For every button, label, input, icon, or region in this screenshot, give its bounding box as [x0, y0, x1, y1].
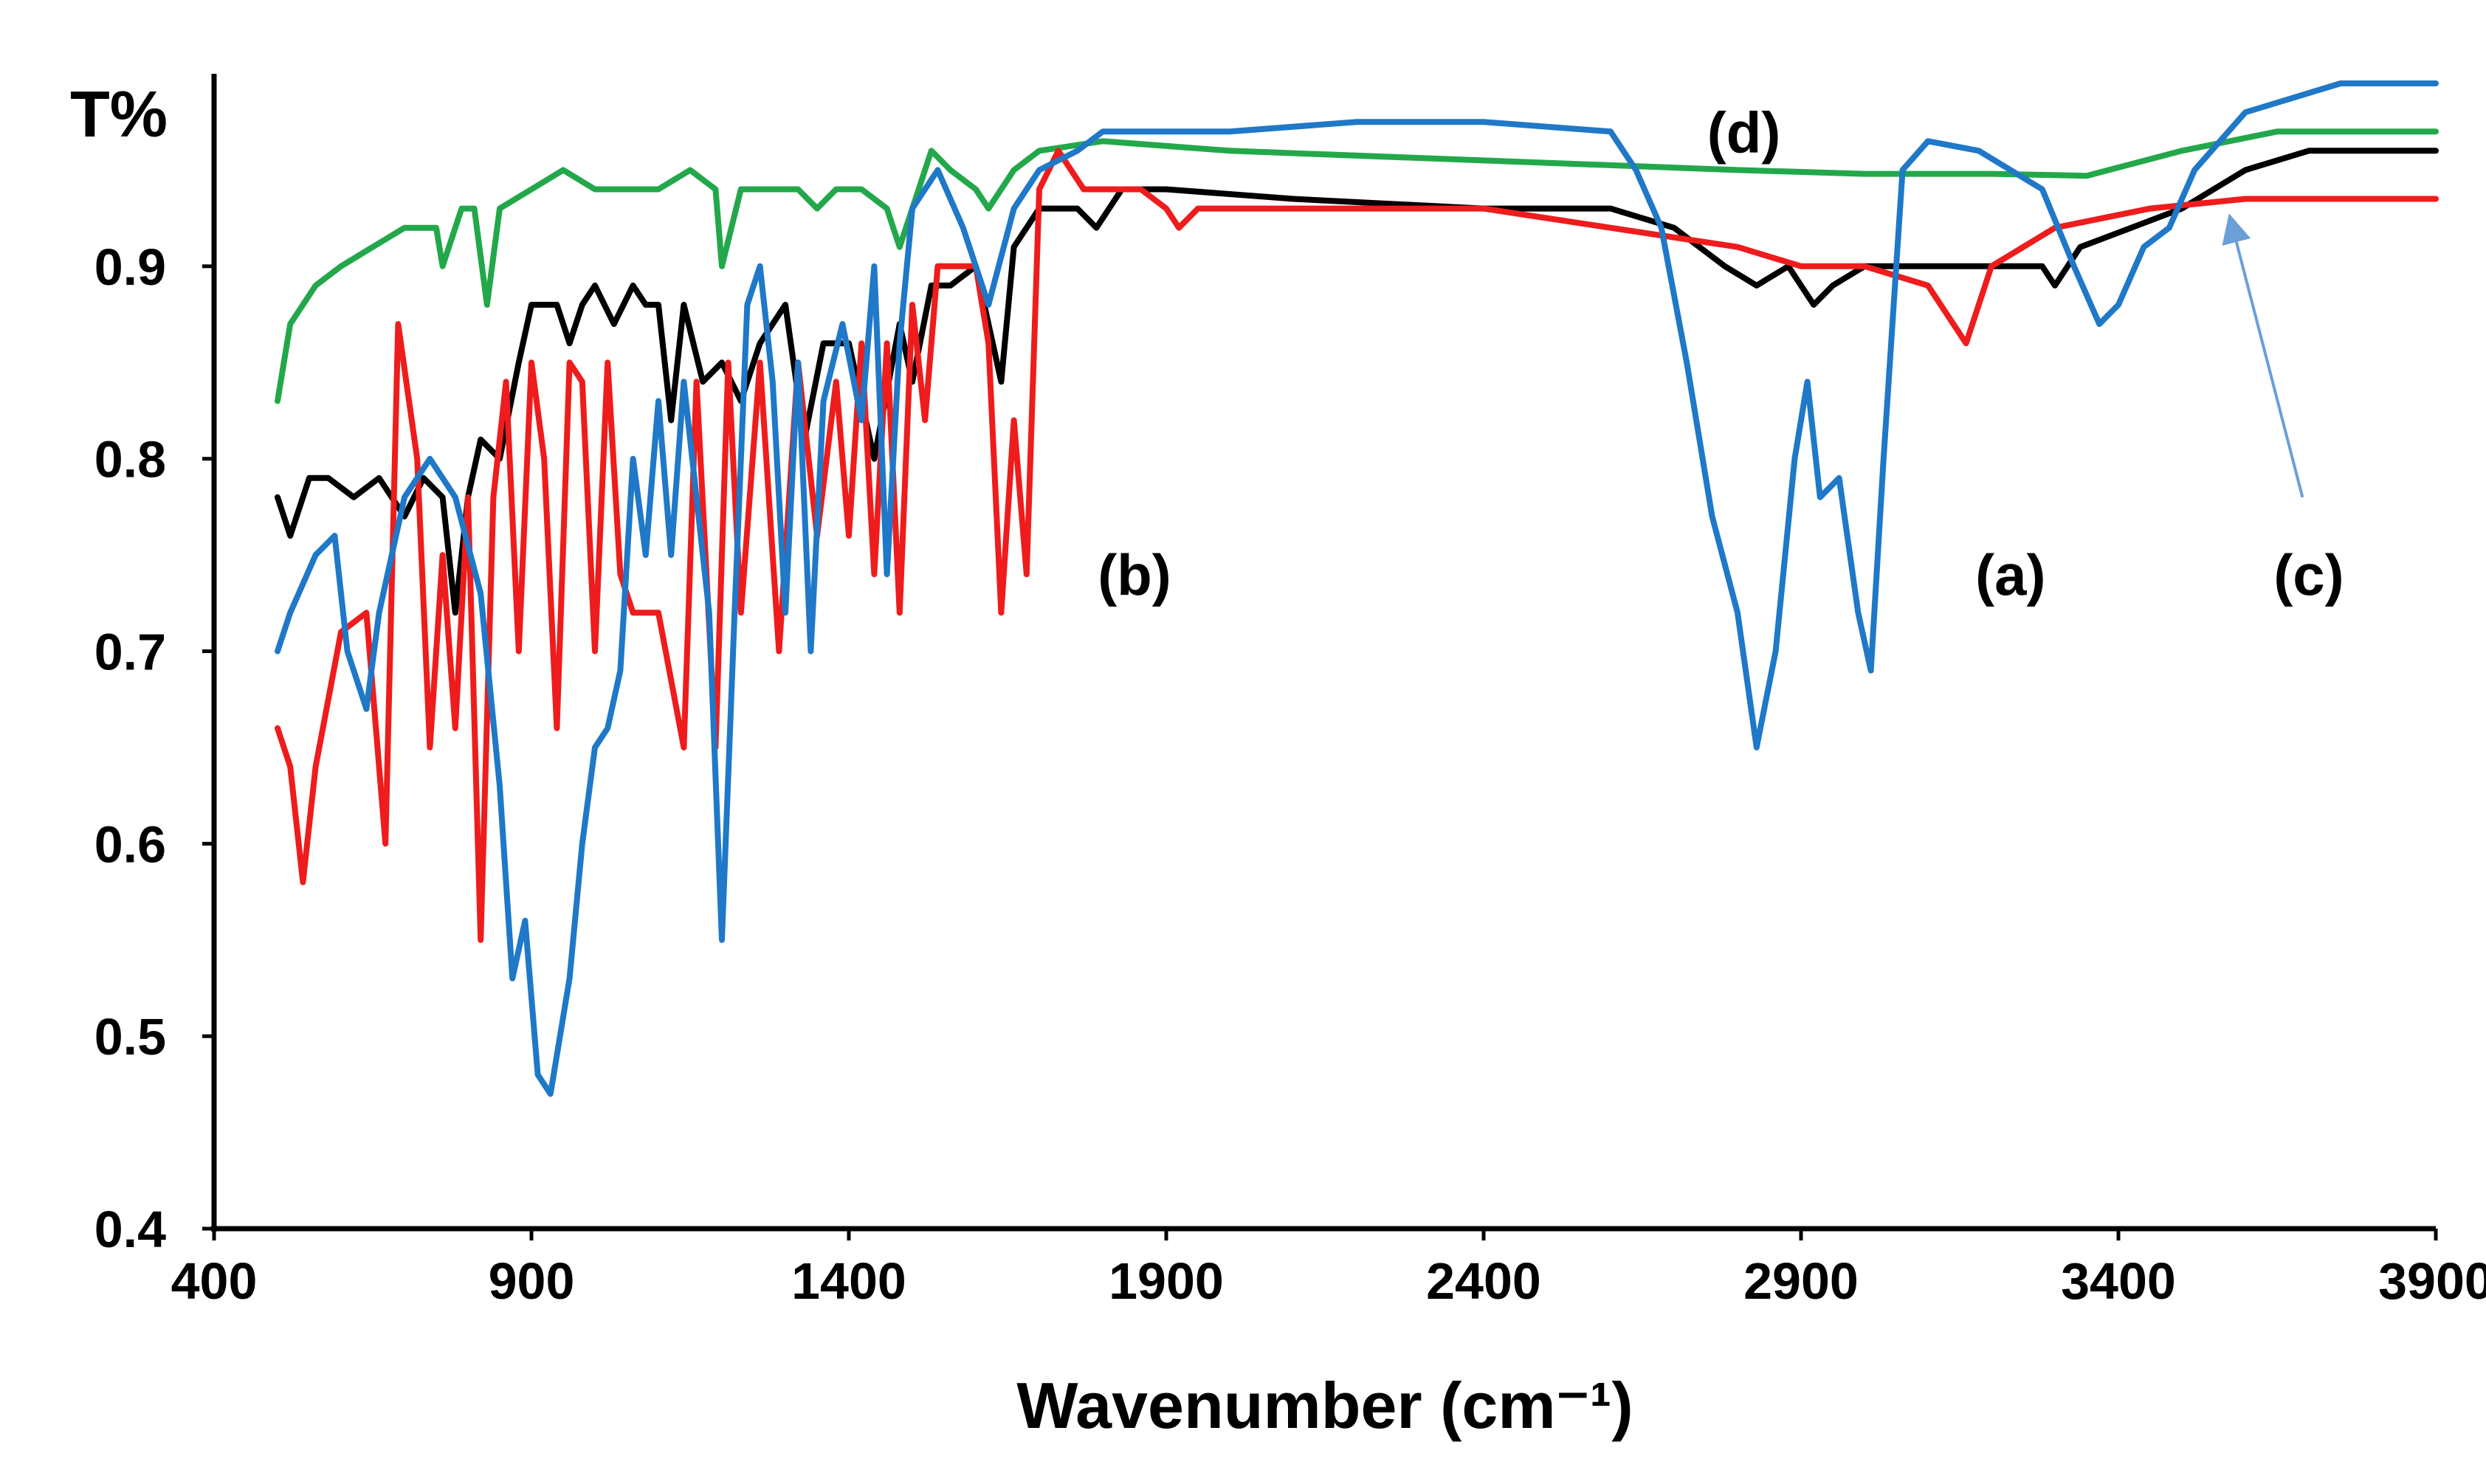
series-line-green — [275, 128, 2439, 404]
series-line-red — [275, 148, 2439, 943]
x-tick-label: 2400 — [1426, 1252, 1541, 1310]
y-tick-label: 0.8 — [94, 431, 166, 489]
annotation-layer: (d) (b) (a) (c) — [1098, 100, 2344, 607]
x-tick-label: 3400 — [2061, 1252, 2176, 1310]
y-tick-label: 0.9 — [94, 238, 166, 296]
x-ticks: 400 900 1400 1900 2400 2900 3400 3900 — [171, 1229, 2486, 1310]
annotation-d: (d) — [1707, 100, 1781, 165]
annotation-b: (b) — [1098, 542, 1171, 607]
x-tick-label: 1400 — [791, 1252, 906, 1310]
y-tick-label: 0.4 — [94, 1201, 166, 1258]
series-layer — [275, 80, 2439, 1097]
x-axis-title: Wavenumber (cm⁻¹) — [1016, 1369, 1633, 1442]
x-tick-label: 400 — [171, 1252, 258, 1310]
x-tick-label: 2900 — [1743, 1252, 1859, 1310]
y-tick-label: 0.6 — [94, 815, 166, 873]
y-tick-label: 0.7 — [94, 624, 166, 681]
series-line-blue — [275, 80, 2439, 1097]
x-tick-label: 3900 — [2378, 1252, 2486, 1310]
y-ticks: 0.4 0.5 0.6 0.7 0.8 0.9 — [94, 238, 214, 1258]
annotation-c: (c) — [2273, 542, 2344, 607]
annotation-arrow-c — [2222, 213, 2304, 498]
y-tick-label: 0.5 — [94, 1008, 166, 1066]
annotation-a: (a) — [1975, 542, 2045, 607]
y-axis-title: T% — [70, 77, 168, 151]
x-tick-label: 1900 — [1109, 1252, 1224, 1310]
x-tick-label: 900 — [489, 1252, 575, 1310]
